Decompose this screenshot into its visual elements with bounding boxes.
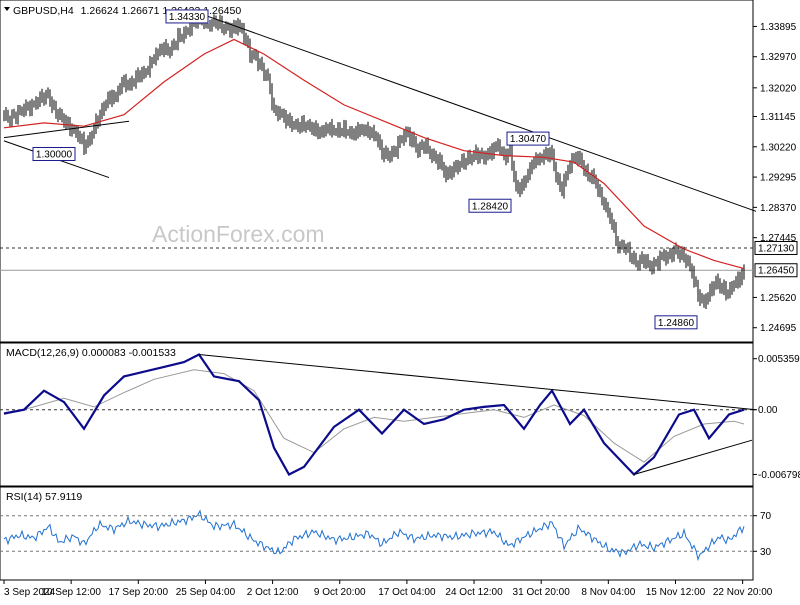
annotation-box	[468, 198, 512, 213]
price-axis-label: 1.25620	[760, 293, 797, 304]
symbol-label: GBPUSD,H4	[13, 5, 74, 17]
price-axis-label: 1.27445	[760, 233, 797, 244]
time-axis-label: 22 Nov 20:00	[713, 587, 773, 598]
price-axis-label: 1.30220	[760, 142, 797, 153]
annotation-box	[654, 315, 698, 330]
price-axis-label: 1.24695	[760, 323, 797, 334]
annotation-box	[32, 146, 76, 161]
time-axis-label: 10 Sep 12:00	[41, 587, 101, 598]
annotation-label: 1.30000	[36, 150, 73, 161]
time-axis-label: 24 Oct 12:00	[445, 587, 503, 598]
macd-axis-label: -0.006798	[758, 470, 800, 481]
rsi-line	[3, 509, 745, 562]
macd-signal-line	[3, 369, 745, 463]
time-axis-label: 3 Sep 2024	[4, 587, 56, 598]
rsi-axis-label: 70	[760, 511, 772, 522]
price-trendline	[198, 12, 757, 212]
price-layer: 1.34330 1.30000 1.30470 1.28420 1.24860	[0, 9, 757, 330]
rsi-layer	[0, 509, 753, 562]
time-axis-label: 31 Oct 20:00	[513, 587, 571, 598]
time-axis-label: 2 Oct 12:00	[247, 587, 299, 598]
ohlc-values: 1.26624 1.26671 1.26433 1.26450	[81, 5, 242, 17]
reference-level-label: 1.27130	[758, 243, 795, 254]
annotation-label: 1.30470	[510, 134, 547, 145]
time-axis-label: 9 Oct 20:00	[314, 587, 366, 598]
price-axis-label: 1.31145	[760, 112, 796, 123]
macd-header: MACD(12,26,9) 0.000083 -0.001533	[6, 347, 176, 359]
price-panel-frame	[0, 0, 754, 343]
moving-average-line	[3, 38, 745, 270]
macd-trendline	[198, 354, 757, 411]
macd-layer	[0, 353, 757, 477]
time-axis-label: 25 Sep 04:00	[176, 587, 236, 598]
macd-axis-label: 0.005359	[758, 354, 800, 365]
price-axis-label: 1.28370	[760, 203, 797, 214]
current-price-label-box	[754, 263, 798, 278]
rsi-panel-frame	[0, 486, 754, 581]
price-axis-label: 1.29295	[760, 173, 797, 184]
axis-layer: 1.33895 1.32970 1.32020 1.31145 1.30220 1.292…	[3, 22, 800, 598]
macd-panel-frame	[0, 342, 754, 487]
price-axis-label: 1.32970	[760, 52, 797, 63]
annotation-label: 1.24860	[658, 318, 695, 329]
time-axis-label: 17 Oct 04:00	[378, 587, 436, 598]
time-axis-label: 17 Sep 20:00	[109, 587, 169, 598]
current-price-label: 1.26450	[758, 266, 795, 277]
time-axis-label: 8 Nov 04:00	[581, 587, 635, 598]
watermark-text: ActionForex.com	[152, 221, 325, 247]
annotation-label: 1.28420	[472, 201, 509, 212]
annotation-box	[165, 9, 209, 24]
price-axis-label: 1.32020	[760, 83, 797, 94]
collapse-triangle-icon[interactable]	[4, 7, 10, 11]
rsi-header: RSI(14) 57.9119	[6, 491, 82, 503]
price-axis-label: 1.33895	[760, 22, 797, 33]
annotation-box	[506, 131, 550, 146]
macd-main-line	[3, 353, 745, 477]
macd-trendline	[633, 439, 753, 475]
reference-level-label-box	[754, 240, 798, 255]
rsi-axis-label: 30	[760, 547, 772, 558]
annotation-label: 1.34330	[169, 12, 206, 23]
macd-axis-label: 0.00	[758, 405, 778, 416]
time-axis-label: 15 Nov 12:00	[646, 587, 706, 598]
